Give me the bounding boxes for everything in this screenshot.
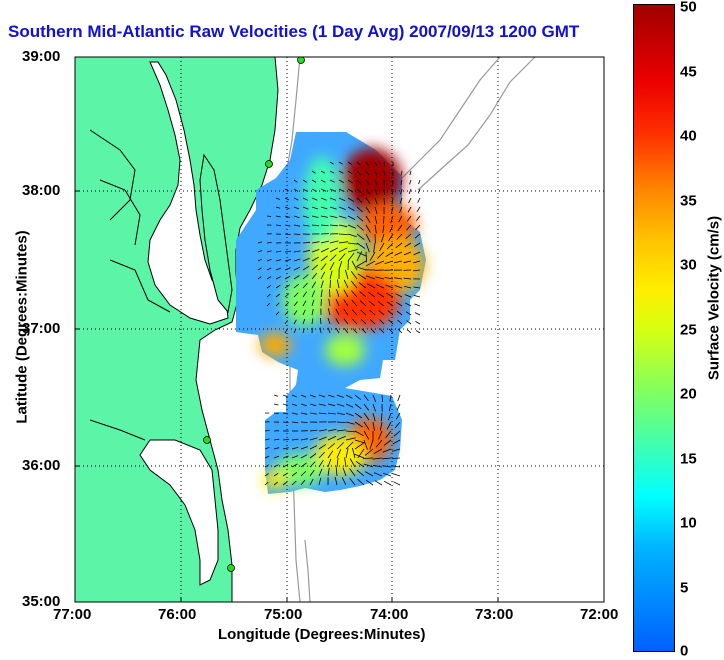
velocity-vector [416,321,421,324]
velocity-vector [409,189,411,194]
colorbar-tick: 15 [680,451,697,468]
velocity-vector [375,481,382,485]
velocity-vector [416,225,420,230]
colorbar-tick: 10 [680,515,697,532]
velocity-vector [398,395,400,401]
velocity-vector [274,404,278,405]
station-marker [228,565,235,572]
velocity-vector [384,198,385,205]
velocity-vector [384,481,391,485]
colorbar-tick: 40 [680,128,697,145]
colorbar-tick: 30 [680,257,697,274]
colorbar-tick: 20 [680,386,697,403]
colorbar-tick: 45 [680,64,697,81]
velocity-vector [401,171,402,175]
velocity-vector [410,180,412,184]
velocity-vector [393,474,400,476]
station-marker [266,161,273,168]
colorbar-tick: 5 [680,580,688,597]
velocity-vector [416,216,420,221]
colorbar-gradient [634,5,674,651]
velocity-vector [274,395,278,396]
velocity-field [236,132,426,494]
velocity-vector [416,330,420,333]
velocity-vector [414,295,420,297]
velocity-vector [419,180,421,184]
velocity-vector [384,216,385,224]
velocity-vector [415,313,420,315]
velocity-vector [407,330,411,333]
station-marker [204,437,211,444]
velocity-vector [397,404,400,410]
velocity-vector [267,216,271,217]
velocity-vector [393,482,400,485]
map-title: Southern Mid-Atlantic Raw Velocities (1 … [8,22,579,42]
velocity-vector [363,458,373,459]
velocity-vector [294,234,300,235]
colorbar-tick: 50 [680,0,697,16]
colorbar-tick: 25 [680,322,697,339]
velocity-vector [417,207,420,212]
colorbar-label: Surface Velocity (cm/s) [706,216,723,380]
colorbar [633,4,675,652]
velocity-vector [414,304,420,306]
station-marker [298,57,305,64]
velocity-vector [330,280,331,288]
velocity-vector [418,198,420,203]
velocity-vector [285,234,291,235]
colorbar-tick: 35 [680,193,697,210]
velocity-vector [410,171,411,175]
colorbar-tick: 0 [680,643,688,660]
velocity-vector [409,198,411,203]
